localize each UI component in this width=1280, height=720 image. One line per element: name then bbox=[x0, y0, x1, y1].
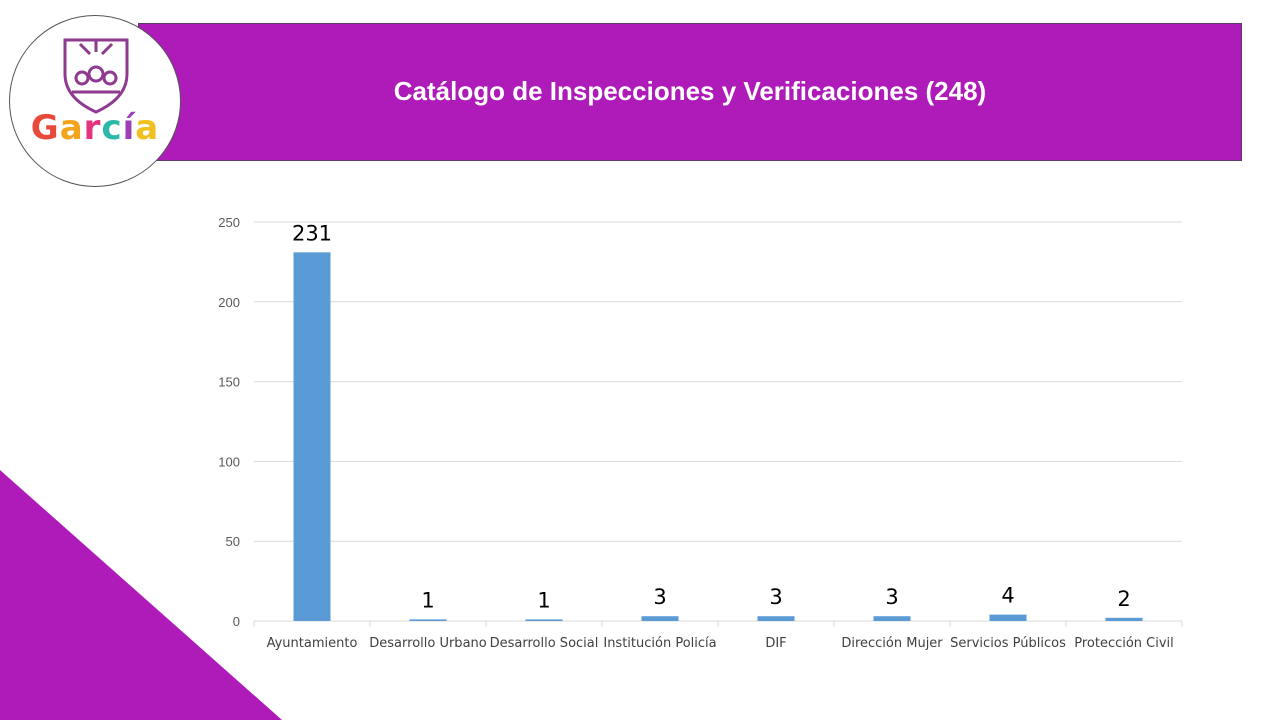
y-tick-label: 50 bbox=[226, 534, 240, 549]
data-label: 231 bbox=[292, 221, 332, 245]
bar bbox=[989, 614, 1027, 621]
logo-letter: G bbox=[30, 108, 60, 148]
y-tick-label: 0 bbox=[233, 614, 240, 629]
category-label: Institución Policía bbox=[603, 636, 716, 651]
category-label: Desarrollo Urbano bbox=[369, 636, 487, 651]
bar bbox=[525, 619, 563, 621]
bar bbox=[1105, 617, 1143, 621]
data-label: 3 bbox=[769, 585, 782, 609]
y-tick-label: 150 bbox=[218, 375, 240, 390]
data-label: 3 bbox=[653, 585, 666, 609]
bar bbox=[873, 616, 911, 621]
bar bbox=[409, 619, 447, 621]
logo-letter: a bbox=[59, 108, 84, 148]
page-title: Catálogo de Inspecciones y Verificacione… bbox=[393, 76, 987, 106]
corner-decoration bbox=[0, 470, 282, 720]
category-label: Desarrollo Social bbox=[490, 636, 599, 651]
logo-letter: r bbox=[83, 108, 102, 148]
y-tick-label: 100 bbox=[218, 454, 240, 469]
logo bbox=[9, 15, 181, 187]
bar bbox=[641, 616, 679, 621]
data-label: 1 bbox=[537, 588, 550, 612]
header-banner bbox=[138, 23, 1242, 161]
category-label: Servicios Públicos bbox=[950, 636, 1066, 651]
logo-letter: a bbox=[135, 108, 160, 148]
data-label: 1 bbox=[421, 588, 434, 612]
y-tick-label: 250 bbox=[218, 215, 240, 230]
y-tick-label: 200 bbox=[218, 295, 240, 310]
category-label: DIF bbox=[765, 636, 786, 651]
logo-letter: í bbox=[122, 108, 136, 148]
bar bbox=[293, 252, 331, 621]
shield-icon bbox=[63, 38, 129, 114]
data-label: 4 bbox=[1001, 584, 1014, 608]
bar bbox=[757, 616, 795, 621]
data-label: 2 bbox=[1117, 587, 1130, 611]
category-label: Protección Civil bbox=[1074, 636, 1174, 651]
data-label: 3 bbox=[885, 585, 898, 609]
logo-wordmark: García bbox=[9, 108, 181, 148]
logo-letter: c bbox=[101, 108, 123, 148]
category-label: Dirección Mujer bbox=[841, 636, 943, 651]
category-label: Ayuntamiento bbox=[267, 636, 358, 651]
